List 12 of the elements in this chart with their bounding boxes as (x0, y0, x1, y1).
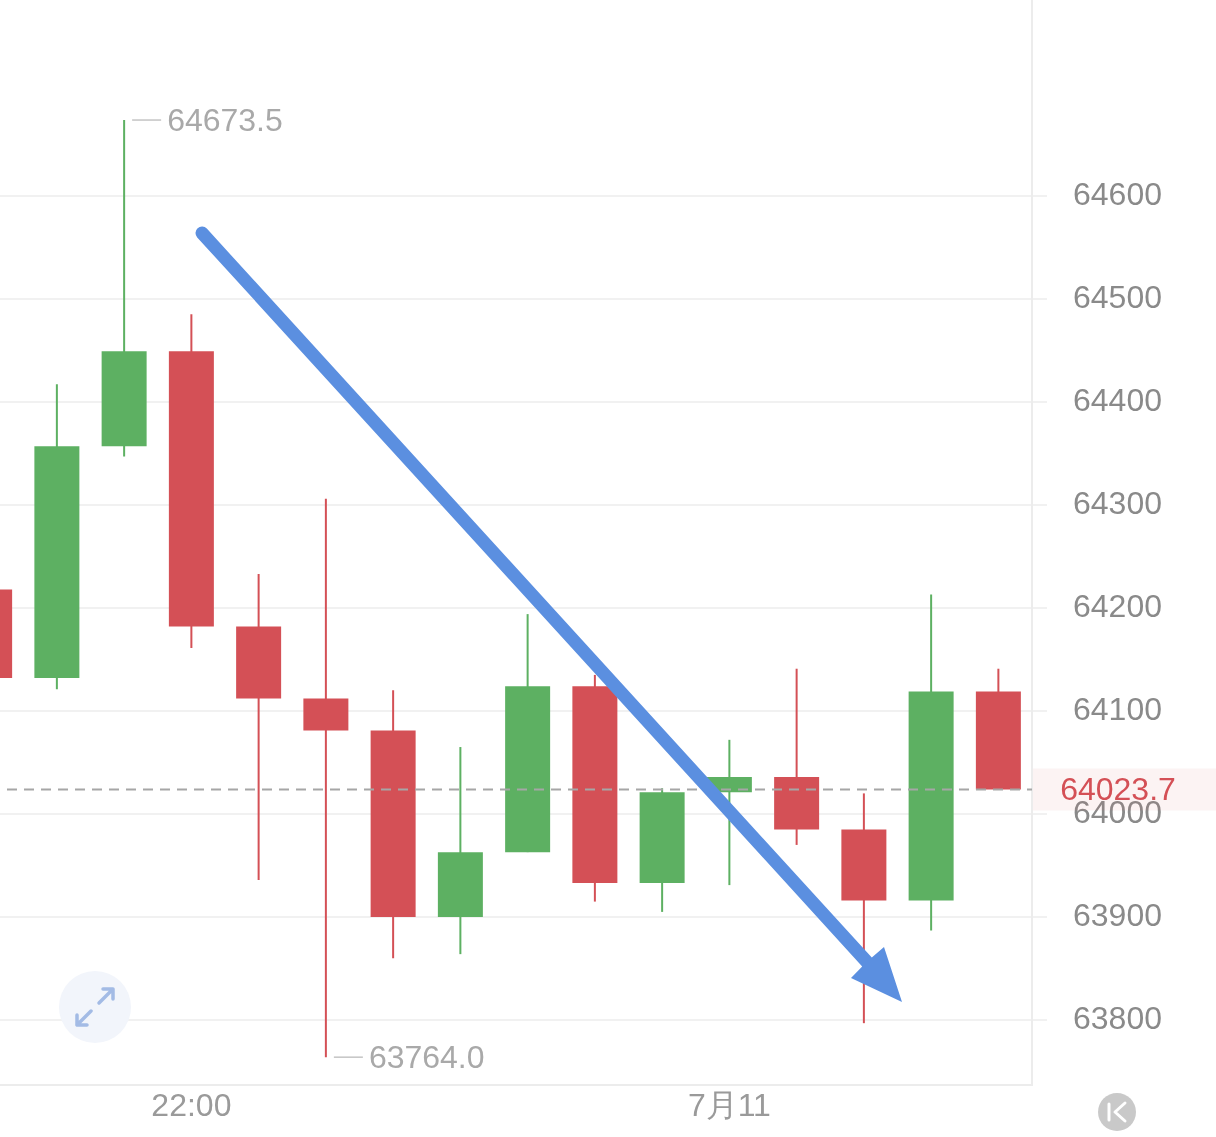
annotation: 63764.0 (368, 1039, 485, 1076)
y-tick-label: 64300 (1073, 484, 1162, 521)
y-tick-label: 63800 (1073, 999, 1162, 1036)
x-tick-label: 22:00 (151, 1087, 232, 1124)
y-tick-label: 64600 (1073, 175, 1162, 212)
x-tick-label: 7月11 (687, 1087, 771, 1124)
annotation: 64673.5 (167, 101, 283, 138)
y-tick-label: 64500 (1073, 278, 1162, 315)
y-tick-label: 64200 (1073, 587, 1162, 624)
y-tick-label: 64100 (1073, 690, 1162, 727)
y-tick-label: 64400 (1073, 381, 1162, 418)
y-tick-label: 63900 (1073, 896, 1162, 933)
